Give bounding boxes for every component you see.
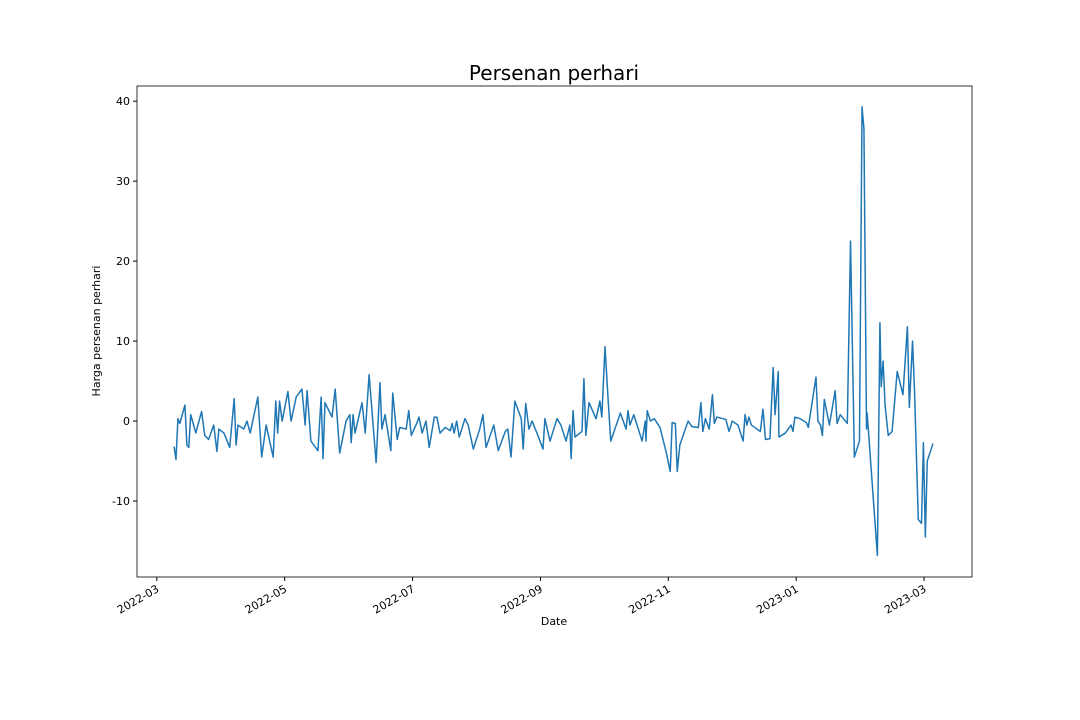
data-line [173, 106, 934, 557]
x-axis-label: Date [541, 615, 568, 628]
y-tick-label: 0 [123, 415, 130, 428]
y-tick-label: 20 [116, 255, 130, 268]
y-tick-label: 40 [116, 95, 130, 108]
y-tick-label: -10 [112, 495, 130, 508]
chart-title: Persenan perhari [469, 61, 639, 85]
plot-frame [136, 85, 973, 578]
y-tick-label: 30 [116, 175, 130, 188]
y-axis-label: Harga persenan perhari [90, 266, 103, 397]
y-tick-label: 10 [116, 335, 130, 348]
